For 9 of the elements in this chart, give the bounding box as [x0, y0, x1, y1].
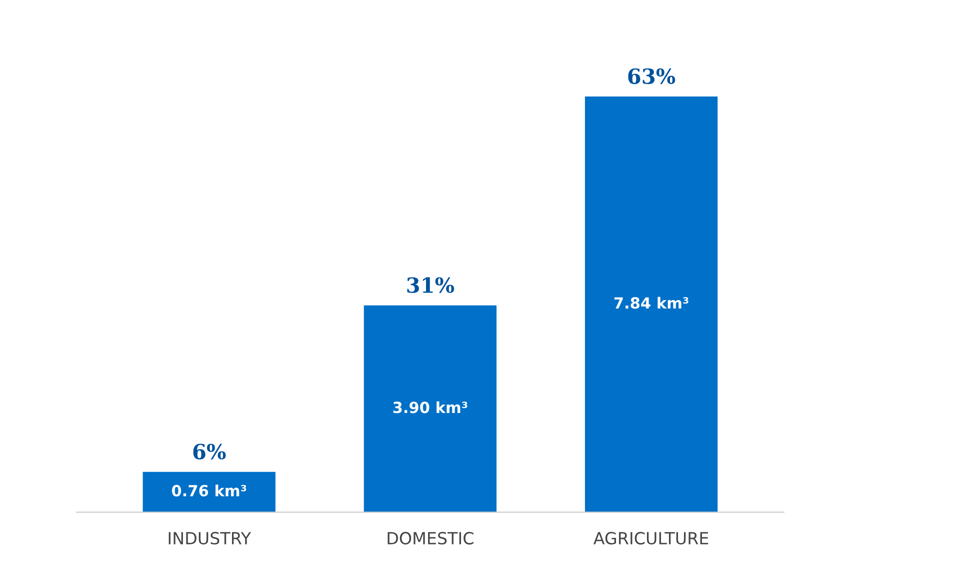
annotation: 6% — [193, 444, 226, 460]
x-tick-label: INDUSTRY — [168, 532, 252, 545]
x-tick-label: DOMESTIC — [388, 532, 474, 545]
data-label: 0.76 km³ — [172, 484, 246, 496]
annotation: 31% — [407, 277, 454, 293]
x-tick-label: AGRICULTURE — [593, 532, 708, 545]
data-label: 7.84 km³ — [614, 296, 688, 309]
annotation: 63% — [628, 68, 676, 84]
data-label: 3.90 km³ — [393, 401, 468, 414]
